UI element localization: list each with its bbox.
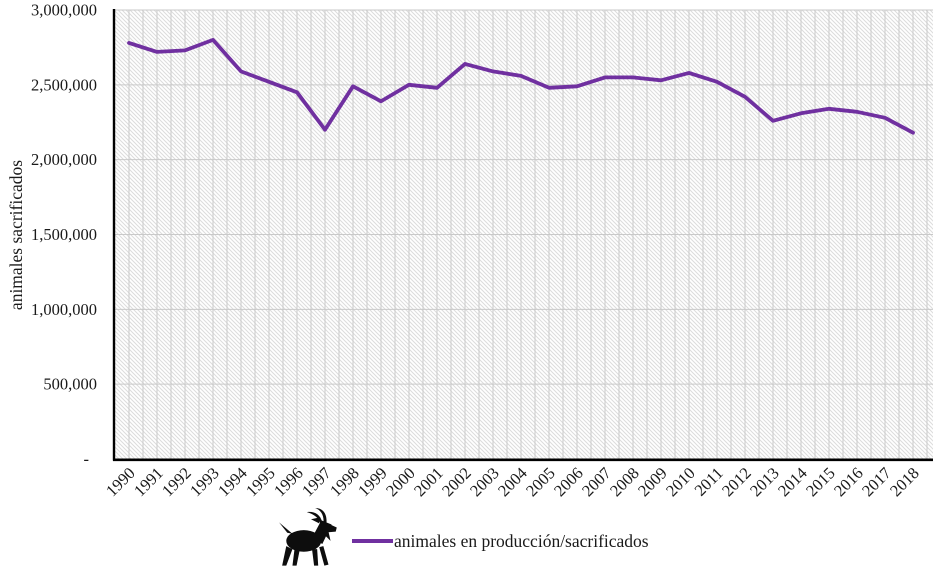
x-tick-label: 2000 [382, 463, 419, 500]
x-tick-label: 2010 [662, 463, 699, 500]
x-tick-label: 1995 [242, 463, 279, 500]
x-tick-label: 2018 [886, 463, 923, 500]
x-tick-label: 1994 [214, 463, 251, 500]
x-tick-label: 1991 [130, 463, 167, 500]
y-tick-label: 2,000,000 [31, 150, 97, 169]
y-axis-title: animales sacrificados [6, 160, 26, 310]
x-axis-tick-labels: 1990199119921993199419951996199719981999… [102, 463, 923, 500]
x-tick-label: 1993 [186, 463, 223, 500]
x-tick-label: 2017 [858, 463, 895, 500]
y-tick-label: 2,500,000 [31, 75, 97, 94]
x-tick-label: 2012 [718, 463, 755, 500]
x-tick-label: 2009 [634, 463, 671, 500]
goat-icon [279, 507, 337, 566]
x-tick-label: 2015 [802, 463, 839, 500]
y-axis-tick-labels: - 500,000 1,000,000 1,500,000 2,000,000 2,500… [31, 1, 97, 469]
y-tick-label: 3,000,000 [31, 1, 97, 20]
x-tick-label: 1992 [158, 463, 195, 500]
x-tick-label: 1990 [102, 463, 139, 500]
x-tick-label: 2004 [494, 463, 531, 500]
y-tick-label: 1,500,000 [31, 225, 97, 244]
legend: animales en producción/sacrificados [279, 507, 649, 566]
legend-label: animales en producción/sacrificados [394, 531, 649, 551]
y-tick-label: 500,000 [43, 375, 97, 394]
x-tick-label: 1996 [270, 463, 307, 500]
x-tick-label: 2002 [438, 463, 475, 500]
x-tick-label: 2013 [746, 463, 783, 500]
plot-area [112, 9, 933, 462]
x-tick-label: 2011 [690, 463, 726, 499]
x-tick-label: 2016 [830, 463, 867, 500]
x-tick-label: 1997 [298, 463, 335, 500]
x-tick-label: 1998 [326, 463, 363, 500]
x-tick-label: 1999 [354, 463, 391, 500]
x-tick-label: 2001 [410, 463, 447, 500]
x-tick-label: 2003 [466, 463, 503, 500]
data-line-series [127, 38, 915, 135]
x-tick-label: 2014 [774, 463, 811, 500]
x-tick-label: 2007 [578, 463, 615, 500]
y-tick-label: 1,000,000 [31, 300, 97, 319]
x-tick-label: 2006 [550, 463, 587, 500]
x-tick-label: 2005 [522, 463, 559, 500]
x-tick-label: 2008 [606, 463, 643, 500]
y-tick-label: - [84, 450, 90, 469]
